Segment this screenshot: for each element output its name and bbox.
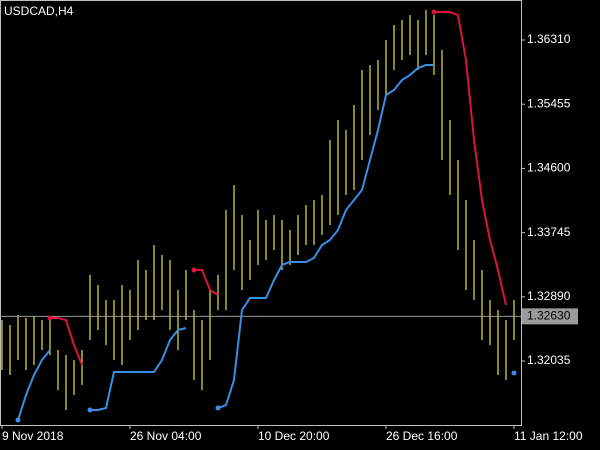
y-tick-label: 1.32890 (527, 289, 571, 303)
y-tick-label: 1.32035 (527, 353, 571, 367)
indicator-dot (47, 315, 53, 321)
x-tick-label: 10 Dec 20:00 (258, 429, 330, 443)
current-price-label: 1.32630 (527, 309, 571, 323)
y-tick-label: 1.34600 (527, 161, 571, 175)
indicator-line (434, 11, 507, 306)
y-tick-label: 1.33745 (527, 225, 571, 239)
indicator-dot (87, 407, 93, 413)
indicator-line (194, 269, 219, 296)
indicator-line (17, 349, 51, 421)
x-tick-label: 11 Jan 12:00 (514, 429, 583, 443)
current-price-box (522, 308, 578, 325)
indicator-dot (215, 405, 221, 411)
indicator-line (90, 327, 187, 411)
indicator-dot (431, 9, 437, 15)
indicator-dot (511, 370, 517, 376)
plot-frame (0, 0, 522, 426)
x-tick-label: 26 Nov 04:00 (130, 429, 202, 443)
x-tick-label: 9 Nov 2018 (2, 429, 64, 443)
indicator-dot (15, 417, 21, 423)
indicator-line (50, 316, 83, 366)
x-tick-label: 26 Dec 16:00 (386, 429, 458, 443)
y-tick-label: 1.36310 (527, 32, 571, 46)
indicator-line (217, 64, 434, 409)
y-tick-label: 1.35455 (527, 96, 571, 110)
chart-title: USDCAD,H4 (4, 4, 74, 18)
indicator-dot (191, 267, 197, 273)
